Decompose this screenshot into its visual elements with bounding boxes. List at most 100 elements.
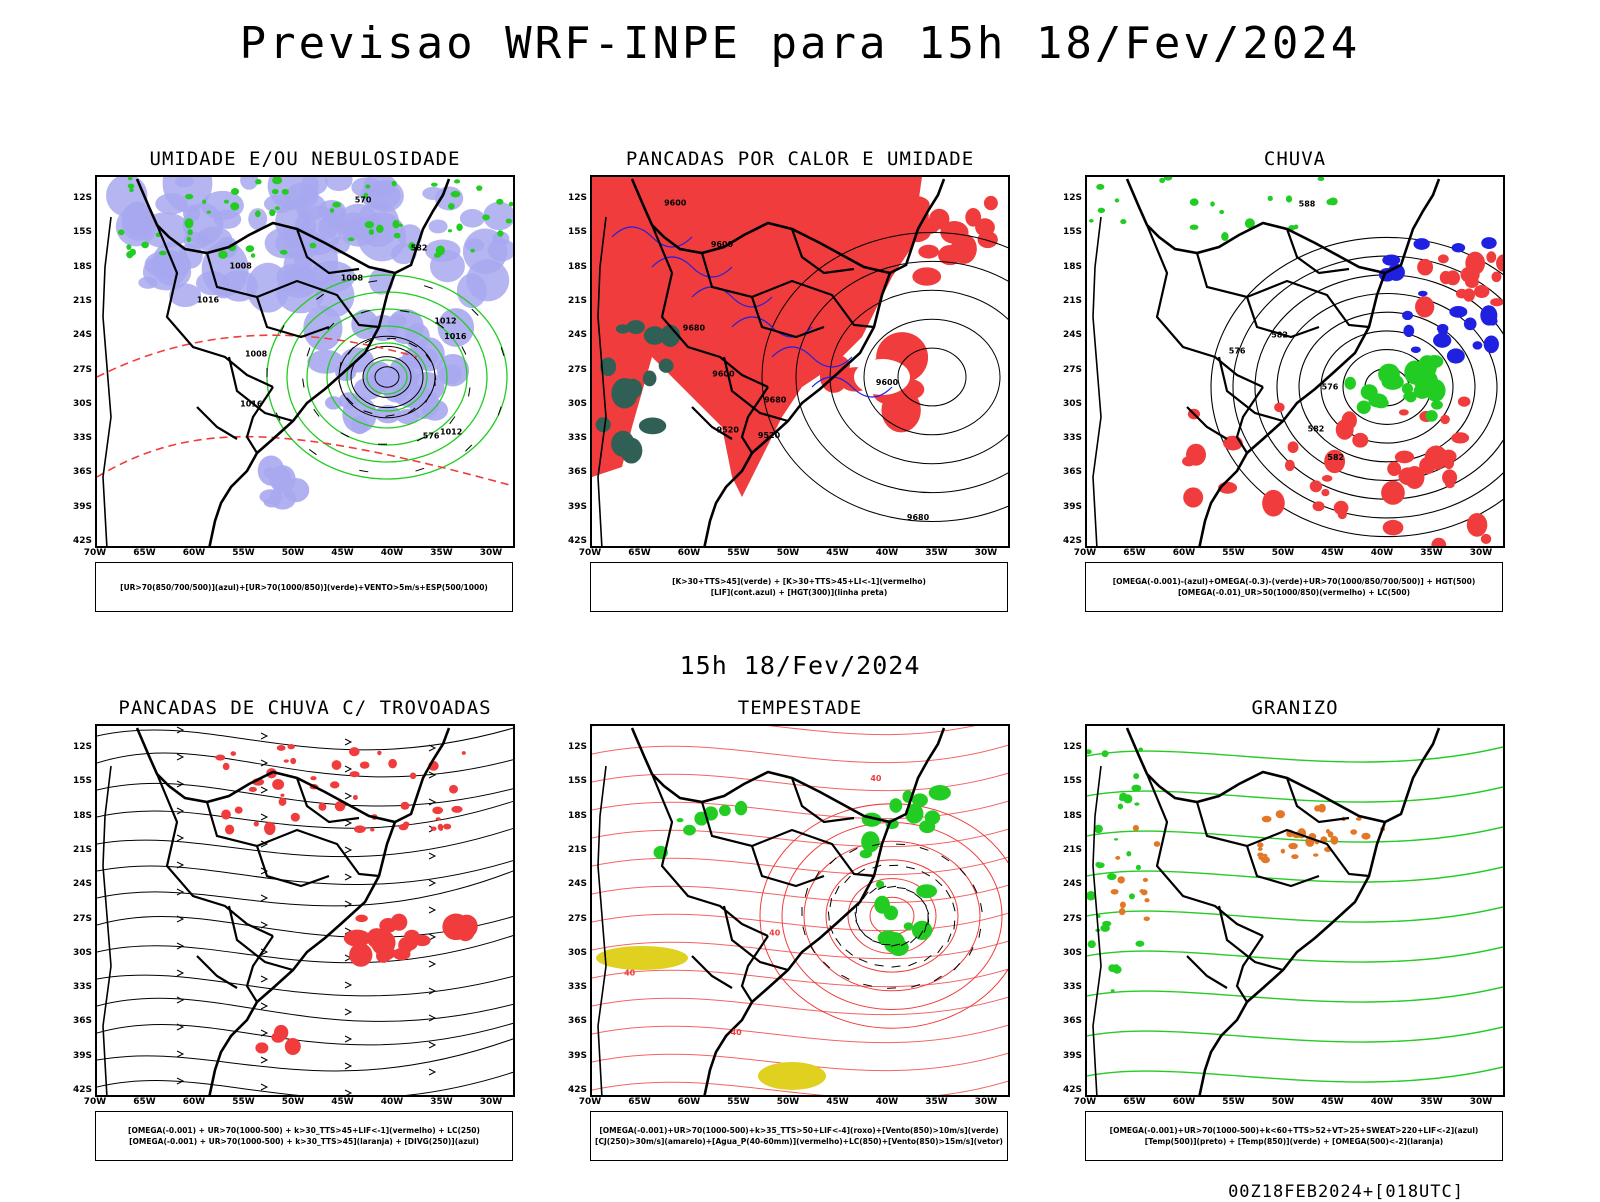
field-patch [1465, 252, 1485, 275]
field-patch [231, 751, 237, 756]
field-patch [431, 183, 438, 187]
field-patch [1313, 853, 1319, 856]
flow-arrow [177, 835, 183, 841]
wind-vector [906, 890, 914, 894]
longitude-label: 70W [80, 548, 110, 558]
flow-arrow [261, 787, 267, 793]
field-patch [1361, 833, 1370, 840]
flow-arrow [261, 1030, 267, 1036]
latitude-label: 42S [62, 536, 92, 546]
flow-arrow [345, 1063, 351, 1069]
flow-arrow [177, 997, 183, 1003]
field-patch [912, 793, 928, 806]
flow-arrow [261, 922, 267, 928]
field-patch [1449, 306, 1467, 318]
wind-vector [828, 912, 829, 921]
map-granizo [1085, 724, 1505, 1097]
latitude-label: 39S [557, 1051, 587, 1061]
longitude-label: 30W [476, 1097, 506, 1107]
field-patch [330, 781, 339, 788]
field-patch [497, 230, 503, 236]
field-patch [330, 208, 334, 213]
longitude-label: 30W [1466, 548, 1496, 558]
latitude-label: 15S [1052, 227, 1082, 237]
wind-vector [835, 886, 839, 894]
field-patch [360, 761, 370, 768]
wind-vector [897, 887, 906, 888]
contour-label: 1016 [197, 295, 220, 304]
wind-vector [910, 937, 917, 943]
field-patch [392, 220, 399, 228]
field-patch [719, 805, 731, 816]
legend-line: [LIF](cont.azul) + [HGT(300)](linha pret… [711, 587, 888, 598]
flow-arrow [429, 961, 435, 967]
flow-arrow [261, 1003, 267, 1009]
field-patch [1143, 878, 1148, 882]
latitude-label: 30S [557, 399, 587, 409]
longitude-label: 30W [1466, 1097, 1496, 1107]
field-patch [1102, 921, 1111, 927]
temp-850-contour [1087, 906, 1505, 922]
field-patch [1285, 460, 1295, 471]
latitude-label: 39S [62, 1051, 92, 1061]
field-patch [881, 388, 920, 432]
field-patch [904, 922, 914, 930]
state-border [752, 846, 824, 886]
wind-vector [810, 945, 815, 953]
field-patch [1444, 458, 1454, 469]
field-patch [1350, 829, 1357, 835]
field-patch [476, 185, 482, 191]
field-patch [1403, 325, 1414, 337]
water-contour [592, 884, 1010, 903]
field-patch [187, 237, 192, 243]
field-patch [1291, 854, 1298, 859]
state-border [1287, 229, 1349, 273]
flow-arrow [261, 1084, 267, 1090]
field-patch [912, 267, 941, 285]
streamline [97, 1022, 515, 1045]
field-patch [1328, 198, 1337, 206]
latitude-label: 30S [62, 399, 92, 409]
field-patch [1262, 490, 1285, 517]
field-patch [1120, 902, 1126, 909]
longitude-label: 30W [476, 548, 506, 558]
flow-arrow [345, 847, 351, 853]
latitude-label: 42S [557, 536, 587, 546]
contour-label: 1008 [341, 274, 364, 283]
field-patch [361, 826, 366, 831]
latitude-label: 12S [1052, 193, 1082, 203]
contour-label: 40 [870, 774, 882, 783]
longitude-label: 30W [971, 1097, 1001, 1107]
longitude-label: 40W [872, 1097, 902, 1107]
field-patch [1334, 501, 1349, 515]
field-patch [1425, 410, 1437, 421]
temp-850-contour [1087, 1026, 1505, 1042]
latitude-label: 30S [557, 948, 587, 958]
longitude-label: 50W [278, 548, 308, 558]
longitude-label: 45W [328, 1097, 358, 1107]
field-patch [1182, 456, 1195, 466]
water-contour [592, 744, 1010, 763]
flow-arrow [261, 976, 267, 982]
contour-label: 1016 [444, 332, 467, 341]
field-patch [1115, 198, 1120, 202]
field-patch [1262, 816, 1272, 823]
latitude-label: 33S [62, 433, 92, 443]
field-patch [1368, 393, 1387, 407]
field-patch [1258, 847, 1263, 851]
longitude-label: 35W [1417, 548, 1447, 558]
field-patch [350, 771, 360, 777]
wind-vector [875, 965, 884, 966]
latitude-label: 21S [1052, 296, 1082, 306]
field-patch [214, 210, 242, 229]
longitude-label: 55W [229, 548, 259, 558]
field-patch [1190, 225, 1199, 230]
field-patch [1352, 433, 1368, 448]
field-patch [332, 202, 341, 208]
state-border [1219, 357, 1283, 421]
latitude-label: 12S [557, 742, 587, 752]
field-patch [644, 326, 665, 344]
temp-850-contour [1087, 986, 1505, 1002]
contour-label: 588 [1299, 199, 1316, 208]
